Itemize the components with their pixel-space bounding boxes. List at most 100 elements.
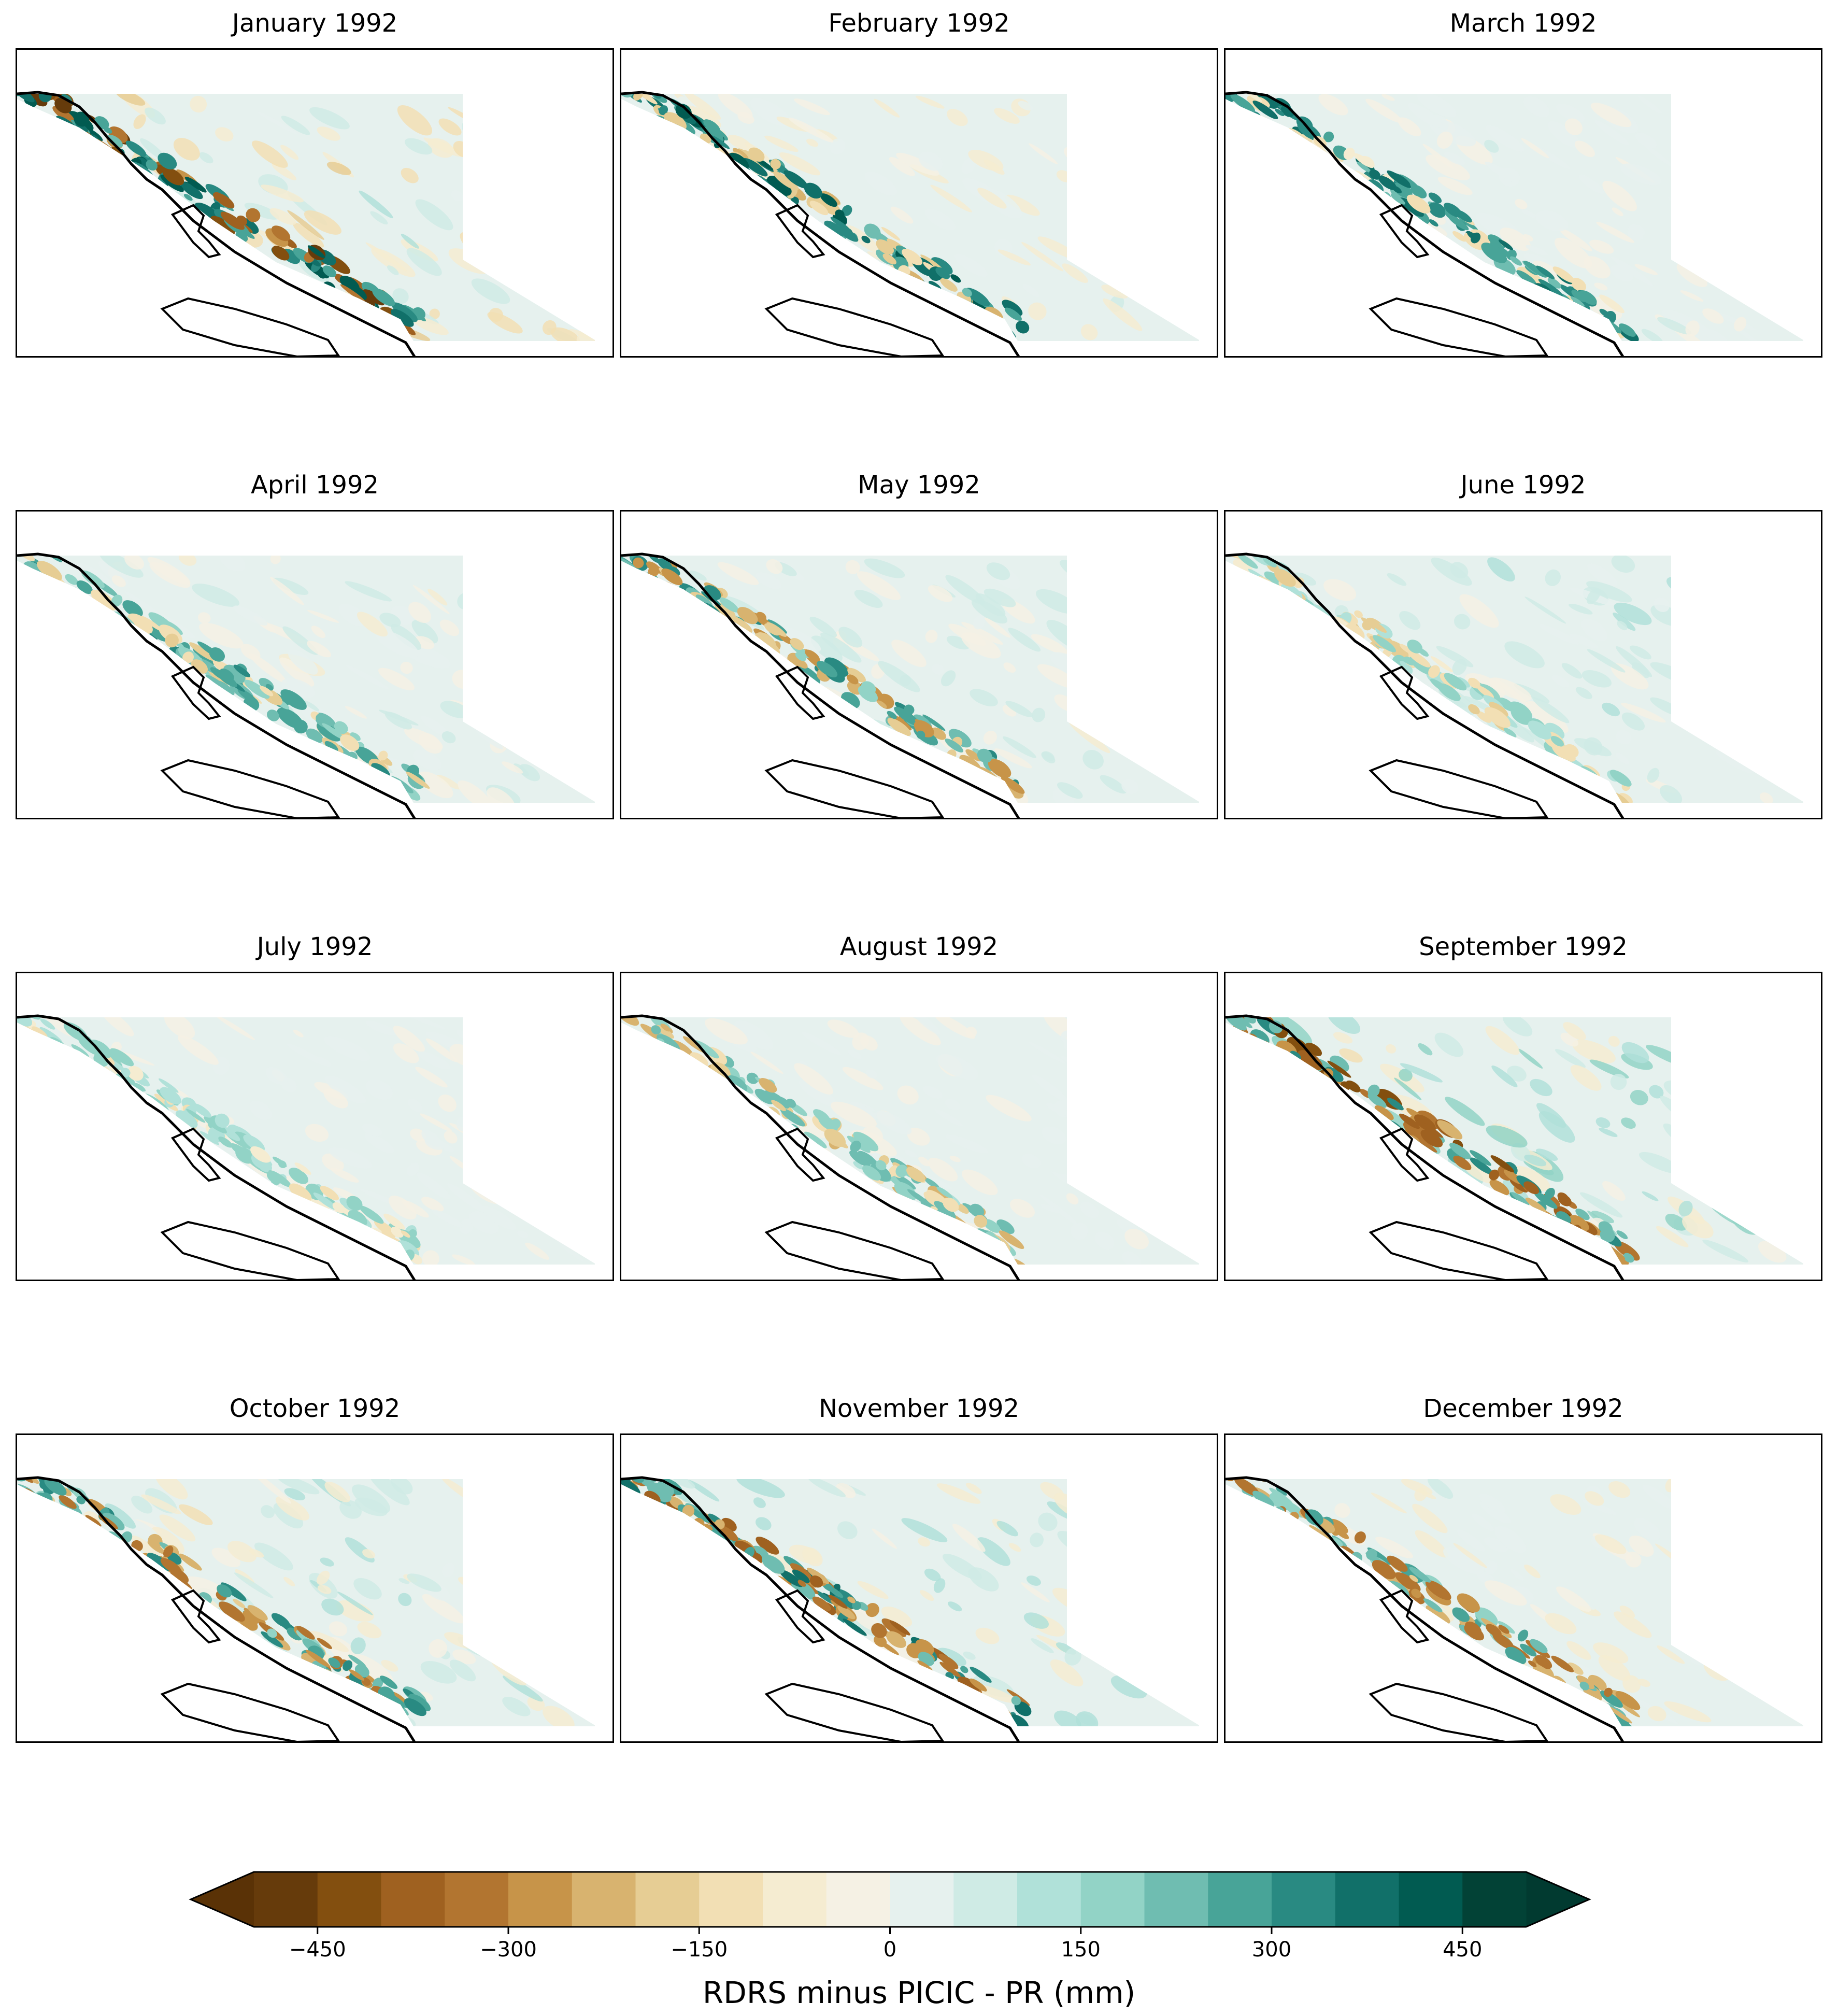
anomaly-cell (1143, 1496, 1180, 1521)
colorbar-segment (1144, 1872, 1208, 1927)
coastal-anomaly-cell (250, 1146, 271, 1163)
coastal-anomaly-cell (1551, 1655, 1574, 1672)
anomaly-cell (1370, 1251, 1383, 1261)
anomaly-cell (1692, 1122, 1725, 1146)
anomaly-cell (1556, 103, 1585, 122)
map-frame (16, 972, 614, 1281)
coastal-anomaly-cell (633, 557, 644, 569)
anomaly-cell (1471, 1513, 1494, 1531)
anomaly-cell (375, 630, 419, 658)
anomaly-cell (1161, 1684, 1186, 1701)
anomaly-cell (1608, 1035, 1620, 1047)
anomaly-cell (963, 1651, 976, 1660)
anomaly-cell (849, 1247, 864, 1257)
anomaly-cell (516, 1030, 541, 1045)
coastal-anomaly-cell (1437, 1120, 1463, 1140)
anomaly-cell (568, 1634, 585, 1651)
anomaly-cell (278, 294, 305, 317)
anomaly-cell (133, 114, 146, 129)
anomaly-cell (1682, 559, 1705, 572)
anomaly-cell (1119, 191, 1141, 206)
anomaly-cell (1625, 1551, 1642, 1568)
anomaly-cell (1075, 1711, 1099, 1726)
anomaly-cell (1172, 161, 1185, 171)
anomaly-cell (658, 1186, 706, 1210)
anomaly-cell (420, 1113, 452, 1132)
anomaly-cell (994, 108, 1020, 124)
anomaly-cell (1064, 1648, 1081, 1666)
coastal-anomaly-cell (651, 1025, 661, 1035)
map-panel: October 1992 (16, 1394, 614, 1743)
anomaly-cell (1340, 1157, 1381, 1181)
anomaly-cell (309, 107, 350, 130)
anomaly-cell (441, 731, 456, 744)
anomaly-cell (1321, 1653, 1362, 1682)
anomaly-cell (1774, 1177, 1802, 1197)
coastal-anomaly-cell (180, 182, 203, 200)
anomaly-cell (283, 1577, 295, 1587)
anomaly-cell (102, 277, 119, 289)
anomaly-cell (975, 593, 1006, 617)
coastal-anomaly-cell (1599, 308, 1610, 317)
anomaly-cell (381, 1660, 398, 1672)
anomaly-cell (1159, 556, 1199, 574)
anomaly-cell (226, 1246, 248, 1263)
anomaly-cell (99, 790, 118, 800)
anomaly-cell (1510, 1569, 1524, 1581)
anomaly-cell (1291, 1575, 1317, 1594)
anomaly-cell (663, 192, 680, 206)
anomaly-cell (1591, 1211, 1614, 1224)
anomaly-cell (1422, 144, 1454, 169)
anomaly-cell (1177, 1189, 1199, 1206)
coastal-anomaly-cell (334, 721, 348, 734)
anomaly-cell (420, 715, 450, 738)
anomaly-cell (924, 208, 956, 231)
map-frame (620, 510, 1218, 819)
anomaly-cell (428, 138, 454, 158)
anomaly-cell (1151, 1605, 1191, 1622)
anomaly-cell (279, 657, 315, 687)
anomaly-cell (1771, 1226, 1791, 1241)
anomaly-cell (1686, 1607, 1709, 1624)
coastal-anomaly-cell (1373, 635, 1396, 652)
anomaly-cell (350, 1637, 366, 1654)
anomaly-cell (945, 1099, 961, 1111)
anomaly-cell (897, 1085, 919, 1105)
anomaly-cell (575, 1643, 595, 1659)
coastal-anomaly-cell (1464, 1624, 1484, 1641)
anomaly-cell (1101, 285, 1128, 299)
coastal-anomaly-cell (806, 1567, 830, 1584)
coastal-anomaly-cell (837, 1606, 856, 1620)
anomaly-cell (1306, 1186, 1348, 1214)
anomaly-cell (1345, 1619, 1360, 1629)
anomaly-cell (1332, 217, 1356, 234)
coastal-anomaly-cell (1530, 1639, 1548, 1653)
anomaly-cell (731, 1200, 744, 1214)
anomaly-cell (811, 635, 843, 662)
anomaly-cell (1524, 597, 1566, 624)
anomaly-cell (1479, 1494, 1505, 1513)
anomaly-cell (866, 1069, 878, 1079)
coastal-anomaly-cell (378, 750, 388, 761)
coastal-anomaly-cell (1453, 1156, 1472, 1170)
coastal-anomaly-cell (317, 271, 326, 279)
anomaly-cell (1084, 1516, 1113, 1539)
coastal-anomaly-cell (1353, 153, 1374, 168)
coastal-anomaly-cell (1447, 215, 1469, 231)
anomaly-cell (1782, 611, 1803, 629)
anomaly-cell (1673, 94, 1703, 111)
coastal-anomaly-cell (391, 302, 418, 322)
anomaly-cell (68, 729, 107, 755)
anomaly-cell (662, 715, 697, 742)
anomaly-cell (101, 796, 110, 803)
map-svg (621, 1014, 1199, 1280)
anomaly-cell (1775, 1091, 1803, 1111)
coastal-anomaly-cell (1354, 610, 1363, 618)
anomaly-cell (345, 581, 392, 602)
anomaly-cell (96, 657, 133, 673)
anomaly-cell (1594, 120, 1629, 146)
anomaly-cell (864, 172, 897, 196)
anomaly-cell (1073, 556, 1096, 571)
coastal-anomaly-cell (780, 1108, 805, 1127)
anomaly-cell (96, 1210, 133, 1240)
